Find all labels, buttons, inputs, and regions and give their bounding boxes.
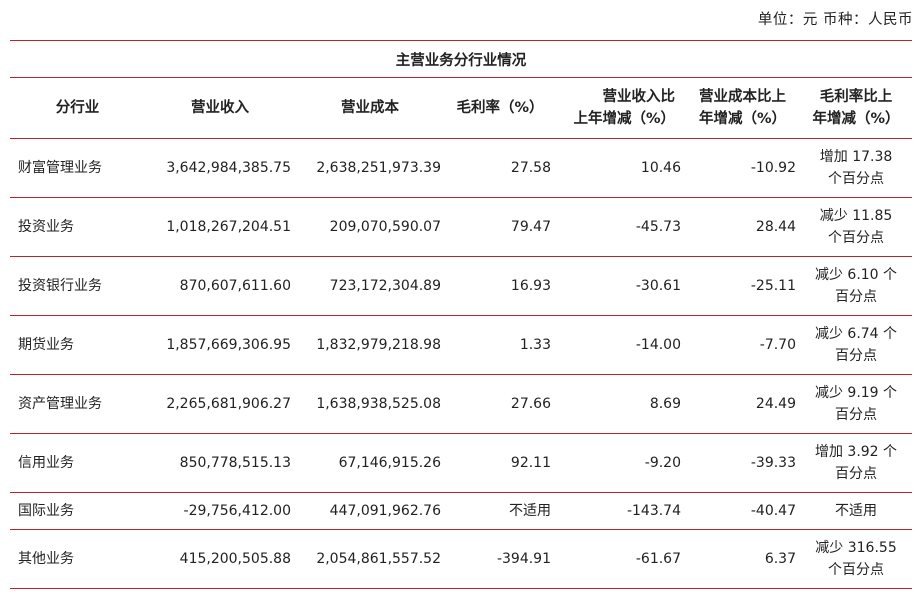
header-revenue: 营业收入 [145,77,295,139]
cell-revenue: 870,607,611.60 [145,256,295,316]
cell-margin-yoy-line1: 不适用 [835,503,878,519]
cell-revenue-yoy: -45.73 [555,197,685,257]
cell-revenue: 415,200,505.88 [145,529,295,589]
cell-revenue: 850,778,515.13 [145,433,295,493]
cell-revenue: -29,756,412.00 [145,492,295,530]
header-margin-yoy-line1: 毛利率比上 [819,89,893,105]
table-row: 财富管理业务 3,642,984,385.75 2,638,251,973.39 27… [10,138,913,198]
cell-margin-yoy-line1: 减少 316.55 [815,540,897,556]
cell-cost: 2,054,861,557.52 [295,529,445,589]
cell-margin: 79.47 [445,197,555,257]
header-industry: 分行业 [10,77,145,139]
cell-revenue: 1,018,267,204.51 [145,197,295,257]
cell-margin: 16.93 [445,256,555,316]
header-margin: 毛利率（%） [445,77,555,139]
cell-cost-yoy: -39.33 [685,433,800,493]
table-row: 投资银行业务 870,607,611.60 723,172,304.89 16.93-… [10,256,913,316]
cell-revenue-yoy: 10.46 [555,138,685,198]
table-header-row: 分行业 营业收入 营业成本 毛利率（%） 营业收入比上年增减（%） 营业成本比上… [10,77,913,139]
header-margin-yoy-line2: 年增减（%） [812,111,900,127]
cell-revenue: 1,857,669,306.95 [145,315,295,375]
industry-segment-table: 主营业务分行业情况 分行业 营业收入 营业成本 毛利率（%） 营业收入比上年增减… [10,40,913,589]
cell-margin-yoy: 减少 9.19 个百分点 [800,374,913,434]
cell-revenue-yoy: -61.67 [555,529,685,589]
cell-revenue-yoy: -14.00 [555,315,685,375]
header-revenue-yoy-line1: 营业收入比 [602,89,676,105]
cell-industry: 投资业务 [10,197,145,257]
cell-cost: 67,146,915.26 [295,433,445,493]
cell-margin-yoy-line1: 减少 9.19 个 [814,385,898,401]
cell-margin-yoy: 减少 6.74 个百分点 [800,315,913,375]
cell-margin-yoy-line1: 减少 6.74 个 [814,326,898,342]
cell-margin-yoy: 增加 3.92 个百分点 [800,433,913,493]
header-cost-yoy-line2: 年增减（%） [698,111,787,127]
cell-industry: 投资银行业务 [10,256,145,316]
cell-margin-yoy-line2: 百分点 [835,348,878,364]
cell-industry: 期货业务 [10,315,145,375]
cell-cost-yoy: 24.49 [685,374,800,434]
cell-revenue: 2,265,681,906.27 [145,374,295,434]
table-caption: 主营业务分行业情况 [10,40,913,78]
cell-margin: 1.33 [445,315,555,375]
cell-cost: 723,172,304.89 [295,256,445,316]
cell-cost: 1,638,938,525.08 [295,374,445,434]
table-row: 期货业务 1,857,669,306.95 1,832,979,218.98 1.33… [10,315,913,375]
cell-industry: 信用业务 [10,433,145,493]
cell-margin-yoy-line2: 百分点 [835,466,878,482]
cell-margin: 不适用 [445,492,555,530]
table-row: 其他业务 415,200,505.88 2,054,861,557.52 -394.9… [10,529,913,589]
cell-margin-yoy-line2: 个百分点 [828,230,885,246]
cell-cost-yoy: 6.37 [685,529,800,589]
cell-margin-yoy: 增加 17.38 个百分点 [800,138,913,198]
table-row: 资产管理业务 2,265,681,906.27 1,638,938,525.08 27… [10,374,913,434]
header-revenue-yoy-line2: 上年增减（%） [573,111,675,127]
table-row: 国际业务 -29,756,412.00 447,091,962.76 不适用 -143.… [10,492,913,530]
cell-margin-yoy-line2: 百分点 [835,289,878,305]
cell-margin-yoy-line1: 增加 17.38 [819,149,893,165]
cell-revenue-yoy: 8.69 [555,374,685,434]
cell-margin: 27.66 [445,374,555,434]
table-body: 财富管理业务 3,642,984,385.75 2,638,251,973.39 27… [10,138,913,589]
cell-margin-yoy-line1: 减少 11.85 [819,208,893,224]
cell-revenue-yoy: -9.20 [555,433,685,493]
cell-margin-yoy-line2: 个百分点 [828,171,885,187]
cell-cost: 209,070,590.07 [295,197,445,257]
table-row: 信用业务 850,778,515.13 67,146,915.26 92.11 -9.2… [10,433,913,493]
header-cost-yoy: 营业成本比上 年增减（%） [685,77,800,139]
header-margin-yoy: 毛利率比上年增减（%） [800,77,913,139]
table-row: 投资业务 1,018,267,204.51 209,070,590.07 79.47-… [10,197,913,257]
cell-margin-yoy: 不适用 [800,492,913,530]
cell-cost: 447,091,962.76 [295,492,445,530]
cell-cost-yoy: -40.47 [685,492,800,530]
header-cost: 营业成本 [295,77,445,139]
header-cost-yoy-line1: 营业成本比上 [699,89,786,105]
cell-cost: 1,832,979,218.98 [295,315,445,375]
cell-cost: 2,638,251,973.39 [295,138,445,198]
cell-margin-yoy-line2: 个百分点 [828,562,885,578]
cell-margin-yoy-line1: 增加 3.92 个 [814,444,898,460]
cell-cost-yoy: 28.44 [685,197,800,257]
cell-industry: 国际业务 [10,492,145,530]
cell-cost-yoy: -25.11 [685,256,800,316]
table-caption-row: 主营业务分行业情况 [10,40,913,78]
header-revenue-yoy: 营业收入比上年增减（%） [555,77,685,139]
cell-margin: 92.11 [445,433,555,493]
cell-margin-yoy: 减少 11.85 个百分点 [800,197,913,257]
cell-margin: -394.91 [445,529,555,589]
cell-cost-yoy: -10.92 [685,138,800,198]
cell-industry: 财富管理业务 [10,138,145,198]
cell-revenue-yoy: -30.61 [555,256,685,316]
cell-revenue-yoy: -143.74 [555,492,685,530]
cell-revenue: 3,642,984,385.75 [145,138,295,198]
cell-margin: 27.58 [445,138,555,198]
cell-margin-yoy: 减少 6.10 个百分点 [800,256,913,316]
cell-margin-yoy-line1: 减少 6.10 个 [814,267,898,283]
unit-currency-note: 单位：元 币种：人民币 [757,12,913,28]
cell-industry: 资产管理业务 [10,374,145,434]
cell-cost-yoy: -7.70 [685,315,800,375]
cell-industry: 其他业务 [10,529,145,589]
cell-margin-yoy: 减少 316.55 个百分点 [800,529,913,589]
cell-margin-yoy-line2: 百分点 [835,407,878,423]
